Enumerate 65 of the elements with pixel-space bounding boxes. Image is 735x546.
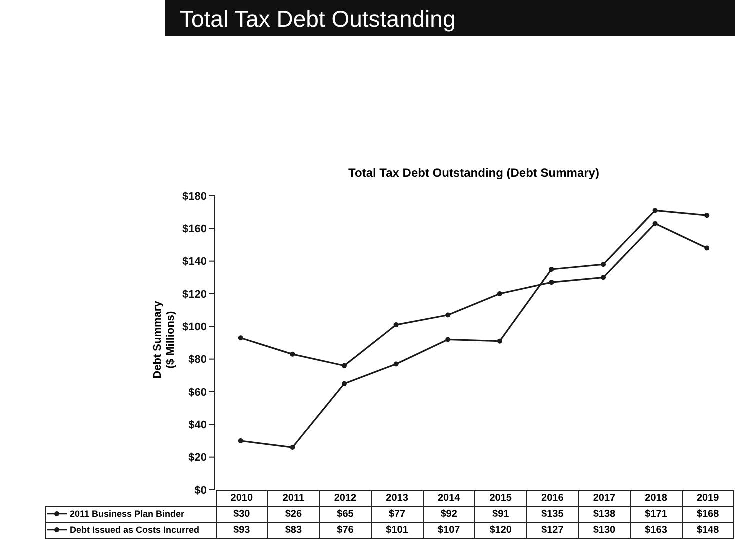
data-label: $138 [578, 506, 630, 522]
y-tick-label: $60 [188, 386, 207, 399]
data-label: $93 [216, 522, 268, 538]
x-tick-label: 2019 [682, 490, 734, 506]
data-label: $135 [526, 506, 579, 522]
data-label: $130 [578, 522, 630, 538]
data-label: $107 [423, 522, 475, 538]
point [704, 246, 710, 251]
point [652, 208, 658, 214]
y-tick-label: $0 [194, 484, 207, 497]
point [238, 336, 244, 341]
point [549, 280, 554, 286]
y-tick-label: $120 [182, 288, 207, 301]
y-tick-label: $80 [188, 354, 207, 366]
data-label: $92 [423, 506, 475, 522]
point [394, 362, 399, 367]
point [394, 322, 399, 328]
data-label: $127 [526, 522, 579, 538]
point [497, 292, 502, 296]
point [652, 221, 658, 226]
x-tick-label: 2018 [630, 490, 682, 506]
data-label: $148 [682, 522, 734, 538]
x-tick-label: 2012 [320, 490, 372, 506]
data-label: $168 [682, 506, 734, 522]
legend-label: Debt Issued as Costs Incurred [70, 525, 200, 535]
data-label: $26 [268, 506, 320, 522]
y-tick-label: $140 [182, 256, 207, 268]
x-tick-label: 2016 [526, 490, 579, 506]
x-tick-label: 2015 [474, 490, 527, 506]
x-tick-label: 2010 [216, 490, 268, 506]
y-tick-label: $160 [182, 224, 207, 236]
point [238, 438, 244, 444]
data-label: $120 [474, 522, 527, 538]
y-tick-label: $40 [188, 420, 207, 432]
point [446, 312, 451, 318]
y-tick-label: $180 [182, 190, 207, 203]
point [290, 445, 296, 450]
point [704, 213, 710, 218]
x-tick-label: 2014 [423, 490, 475, 506]
data-label: $77 [371, 506, 424, 522]
point [446, 337, 451, 342]
data-label: $163 [630, 522, 682, 538]
point [290, 352, 296, 357]
y-tick-label: $100 [182, 322, 207, 334]
point [497, 338, 502, 344]
point [549, 267, 554, 272]
x-tick-label: 2011 [268, 490, 320, 506]
point [342, 381, 347, 386]
point [342, 363, 347, 368]
chart-title: Total Tax Debt Outstanding [180, 6, 456, 33]
data-label: $91 [474, 506, 527, 522]
legend-label: 2011 Business Plan Binder [70, 509, 185, 519]
y-tick-label: $20 [188, 452, 207, 464]
x-tick-label: 2017 [578, 490, 630, 506]
x-tick-label: 2013 [371, 490, 424, 506]
data-label: $101 [371, 522, 424, 538]
point [601, 262, 606, 268]
point [601, 275, 606, 280]
data-label: $76 [320, 522, 372, 538]
data-label: $65 [320, 506, 372, 522]
data-label: $30 [216, 506, 268, 522]
data-label: $171 [630, 506, 682, 522]
data-label: $83 [268, 522, 320, 538]
chart-subtitle: Total Tax Debt Outstanding (Debt Summary) [348, 166, 600, 180]
y-axis-title: Debt Summary ($ Millions) [152, 300, 178, 380]
